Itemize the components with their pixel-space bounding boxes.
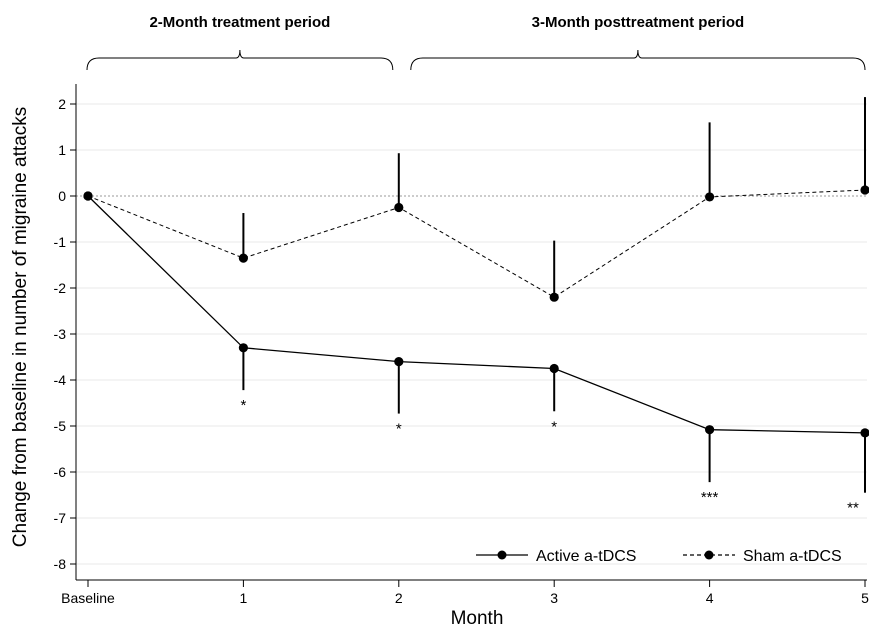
period-bracket [86,49,394,71]
legend-label: Sham a-tDCS [743,548,842,565]
data-point [860,185,869,195]
x-axis-title: Month [451,608,504,629]
significance-marker: * [396,421,402,438]
y-tick-label: -4 [54,372,67,388]
grid-lines [76,103,867,565]
x-tick-label: 4 [706,590,714,606]
period-brackets: 2-Month treatment period 3-Month posttrea… [86,14,866,71]
data-point [238,343,248,353]
legend-swatch-marker [704,550,714,560]
series-line [87,189,866,298]
significance-marker: * [240,397,246,414]
legend: Active a-tDCS Sham a-tDCS [476,548,842,565]
data-point [549,292,559,302]
x-tick-label: 2 [395,590,403,606]
series-line [87,195,866,434]
y-tick-label: -1 [54,234,67,250]
data-point [83,191,93,201]
period-label: 2-Month treatment period [149,14,330,31]
y-tick-label: -7 [54,510,67,526]
data-point [549,363,559,374]
x-tick-label: Baseline [61,590,115,606]
series: ** ****** [83,97,869,517]
data-point [394,357,404,367]
y-axis-title: Change from baseline in number of migrai… [10,107,31,547]
y-tick-label: -2 [54,280,67,296]
significance-marker: ** [847,500,859,517]
legend-label: Active a-tDCS [536,548,636,565]
data-point [705,425,715,435]
y-tick-label: 1 [58,142,66,158]
y-tick-label: -6 [54,464,67,480]
y-tick-label: 2 [58,96,66,112]
significance-marker: *** [701,489,719,506]
x-tick-label: 5 [861,590,869,606]
y-tick-label: 0 [58,188,66,204]
period-bracket [410,49,866,71]
y-tick-label: -8 [54,556,67,572]
axes: 2 1 0 -1 -2 -3 -4 -5 -6 -7 -8 Baseline 1 2 3 4 5 [54,84,869,606]
data-point [238,253,248,263]
x-tick-label: 3 [550,590,558,606]
data-point [860,428,869,438]
x-tick-label: 1 [240,590,248,606]
legend-swatch-marker [497,550,507,560]
period-label: 3-Month posttreatment period [532,14,745,31]
significance-marker: * [551,418,557,435]
data-point [705,192,715,202]
y-tick-label: -5 [54,418,67,434]
y-tick-label: -3 [54,326,67,342]
data-point [394,202,404,213]
